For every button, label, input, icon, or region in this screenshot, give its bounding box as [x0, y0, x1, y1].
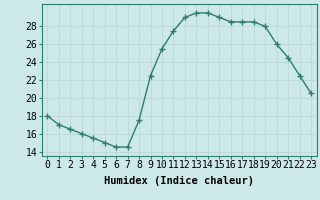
X-axis label: Humidex (Indice chaleur): Humidex (Indice chaleur) — [104, 176, 254, 186]
